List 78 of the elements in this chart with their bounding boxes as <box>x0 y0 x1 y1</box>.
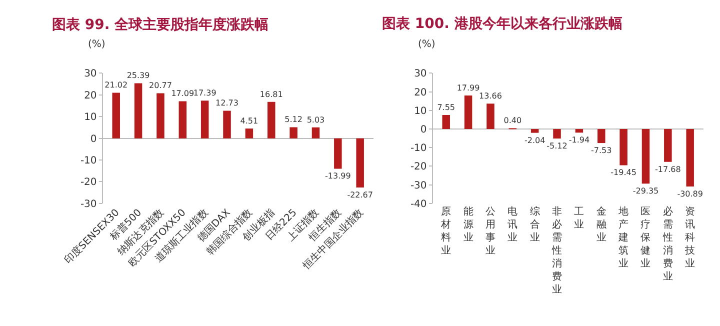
x-tick-label: 医疗保健业 <box>640 206 651 270</box>
bar <box>223 110 231 138</box>
y-tick-label: -20 <box>410 162 427 173</box>
bar <box>312 127 320 138</box>
bar <box>464 96 472 130</box>
y-tick-label: 10 <box>414 106 427 117</box>
data-label: 0.40 <box>504 116 522 126</box>
data-label: 20.77 <box>149 81 172 90</box>
data-label: -5.12 <box>546 142 568 151</box>
x-tick-label: 工业 <box>574 206 584 230</box>
y-tick-label: 0 <box>90 134 97 145</box>
data-label: 7.55 <box>437 102 456 112</box>
x-tick-label: 能源业 <box>463 205 474 244</box>
y-tick-label: 20 <box>84 90 97 102</box>
data-label: 17.39 <box>193 88 216 98</box>
data-label: 12.73 <box>216 98 238 108</box>
y-axis-title: (%) <box>88 39 106 50</box>
data-label: 17.99 <box>456 84 480 93</box>
y-tick-label: 30 <box>84 68 97 80</box>
y-tick-label: -10 <box>410 143 427 154</box>
y-tick-label: -30 <box>410 180 427 192</box>
x-tick-label: 电讯业 <box>508 205 518 244</box>
data-label: 5.03 <box>306 115 325 124</box>
bar <box>156 93 164 138</box>
y-tick-label: 0 <box>420 124 427 136</box>
data-label: -2.04 <box>524 136 546 145</box>
x-tick-label: 公用事业 <box>485 205 496 256</box>
data-label: 17.09 <box>171 89 194 98</box>
y-tick-label: 20 <box>414 87 427 98</box>
data-label: 5.12 <box>284 115 302 124</box>
y-tick-label: 30 <box>414 68 427 80</box>
data-label: 21.02 <box>104 80 128 90</box>
bar <box>267 102 276 138</box>
y-tick-label: -20 <box>80 177 97 188</box>
bar <box>597 129 606 144</box>
bar <box>530 129 539 133</box>
bar <box>442 114 450 130</box>
y-tick-label: -40 <box>410 198 427 210</box>
y-tick-label: -10 <box>80 156 97 167</box>
bar <box>575 129 584 133</box>
data-label: 16.81 <box>260 90 283 99</box>
y-tick-label: -30 <box>80 198 97 210</box>
bar <box>245 128 254 138</box>
bar <box>486 104 494 130</box>
data-label: -17.68 <box>655 164 681 174</box>
x-tick-label: 非必需性消费业 <box>551 205 562 296</box>
data-label: -7.53 <box>591 146 612 156</box>
y-axis-title: (%) <box>418 39 436 50</box>
bar <box>200 100 209 138</box>
bar <box>620 129 628 166</box>
data-label: 25.39 <box>126 71 150 80</box>
data-label: -19.45 <box>610 168 636 178</box>
data-label: -13.99 <box>325 172 351 181</box>
x-tick-label: 原材料业 <box>440 206 452 256</box>
chart-title: 图表 99. 全球主要股指年度涨跌幅 <box>52 16 269 33</box>
data-label: 13.66 <box>479 92 502 101</box>
bar <box>664 129 672 162</box>
y-tick-label: 10 <box>84 112 97 124</box>
bar <box>290 127 298 138</box>
bar <box>642 129 650 184</box>
x-tick-label: 地产建筑业 <box>618 205 629 270</box>
bar <box>178 101 187 138</box>
bar <box>553 129 561 139</box>
data-label: 4.51 <box>240 116 258 126</box>
x-tick-label: 资讯科技业 <box>684 205 696 270</box>
chart-title: 图表 100. 港股今年以来各行业涨跌幅 <box>382 16 622 32</box>
data-label: -1.94 <box>568 136 590 145</box>
data-label: -30.89 <box>677 189 703 198</box>
data-label: -22.67 <box>347 190 373 200</box>
x-tick-label: 金融业 <box>596 205 606 244</box>
data-label: -29.35 <box>632 186 659 196</box>
bar <box>686 129 694 186</box>
x-tick-label: 综合业 <box>530 205 540 244</box>
bar <box>134 83 142 138</box>
x-tick-label: 必需性消费业 <box>662 205 673 282</box>
bar <box>112 92 120 138</box>
bar <box>334 138 342 169</box>
bar <box>356 138 364 188</box>
